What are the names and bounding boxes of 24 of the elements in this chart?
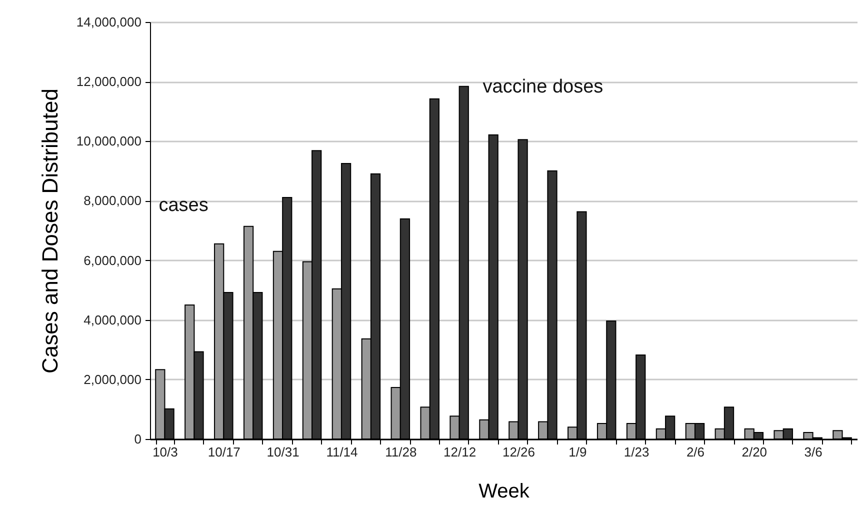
x-axis-title: Week bbox=[478, 480, 530, 502]
series-label: cases bbox=[158, 195, 208, 216]
y-tick-label: 14,000,000 bbox=[76, 14, 142, 30]
y-tick-label: 4,000,000 bbox=[84, 312, 142, 328]
series-label: vaccine doses bbox=[482, 76, 604, 98]
x-tick-label: 10/31 bbox=[266, 444, 300, 460]
y-tick-label: 12,000,000 bbox=[76, 74, 142, 90]
x-tick-label: 2/6 bbox=[686, 444, 705, 460]
x-tick-label: 3/6 bbox=[804, 444, 822, 460]
x-tick-label: 1/9 bbox=[568, 444, 587, 460]
x-tick-label: 12/12 bbox=[444, 444, 476, 460]
x-tick-label: 2/20 bbox=[742, 444, 768, 460]
x-tick-label: 10/17 bbox=[208, 444, 240, 460]
y-tick-label: 10,000,000 bbox=[76, 134, 142, 149]
y-tick-label: 6,000,000 bbox=[84, 252, 142, 268]
y-tick-label: 0 bbox=[134, 432, 142, 446]
y-axis-title: Cases and Doses Distributed bbox=[37, 88, 62, 374]
x-tick-label: 10/3 bbox=[152, 444, 178, 460]
y-tick-label: 8,000,000 bbox=[84, 193, 142, 208]
x-tick-label: 11/28 bbox=[385, 444, 417, 460]
y-tick-label: 2,000,000 bbox=[84, 372, 142, 387]
x-tick-label: 12/26 bbox=[502, 444, 536, 460]
x-tick-label: 1/23 bbox=[624, 444, 650, 460]
x-tick-label: 11/14 bbox=[326, 444, 358, 460]
